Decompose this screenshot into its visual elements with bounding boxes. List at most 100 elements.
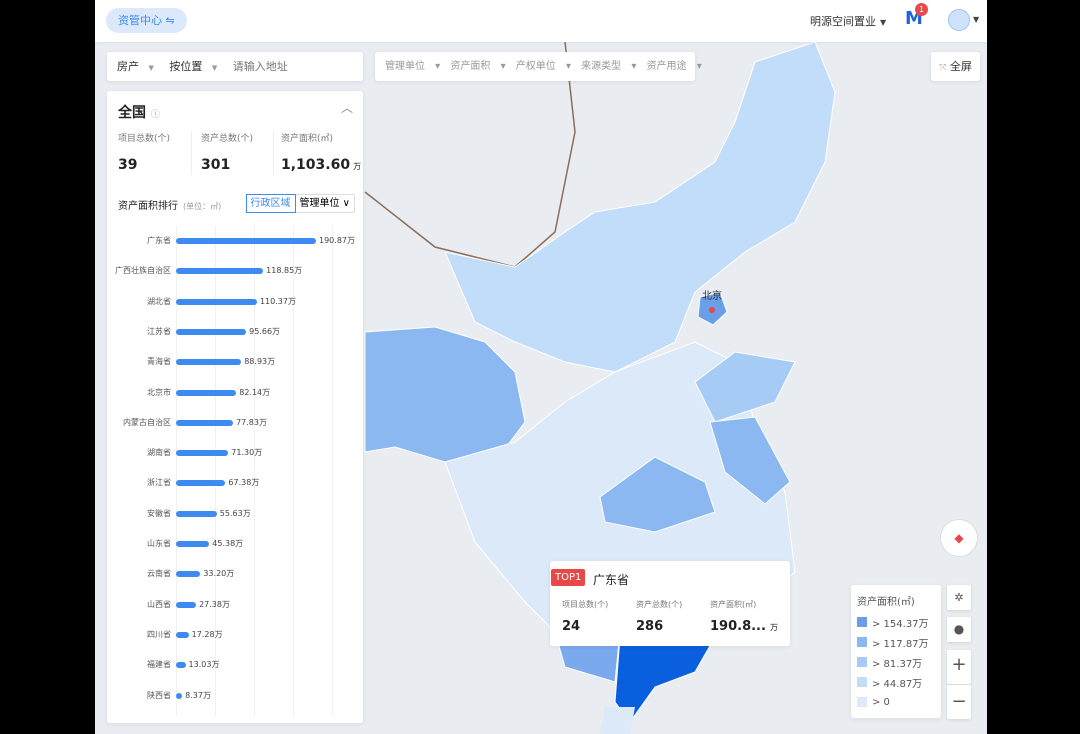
tab-admin-region[interactable]: 行政区域 (245, 194, 296, 213)
province-tooltip: TOP1 广东省 项目总数(个) 24 资产总数(个) 286 资产面积(㎡) 190… (550, 561, 790, 646)
ranking-bar (176, 541, 210, 547)
legend-swatch (857, 657, 867, 667)
ranking-title: 资产面积排行 (单位：㎡) (118, 201, 222, 212)
region-hubei[interactable] (599, 456, 716, 533)
ranking-bar (176, 389, 237, 396)
address-input[interactable] (232, 61, 333, 73)
panel-title: 全国 (118, 105, 146, 121)
locate-icon[interactable]: ● (947, 617, 971, 642)
ranking-label: 浙江省 (147, 478, 171, 488)
tab-management-unit[interactable]: 管理单位 ∨ (299, 198, 351, 209)
legend-item[interactable]: > 0 (857, 692, 935, 712)
filter-source-type[interactable]: 来源类型 ▾ (581, 61, 637, 72)
stat-area: 资产面积(㎡) 1,103.60 万 (281, 134, 362, 173)
ranking-label: 青海省 (147, 357, 171, 367)
ranking-bar (176, 662, 186, 669)
ranking-value: 33.20万 (203, 569, 235, 579)
summary-panel: 全国 ⓘ ︿ 项目总数(个) 39 资产总数(个) 301 资产面积(㎡) 1,103… (107, 91, 363, 723)
ranking-label: 广西壮族自治区 (115, 266, 171, 276)
ranking-value: 88.93万 (244, 357, 276, 367)
collapse-button[interactable]: ︿ (340, 101, 353, 115)
ranking-value: 71.30万 (231, 448, 263, 458)
ranking-label: 陕西省 (147, 690, 171, 700)
header: 资管中心 ⇋ 明源空间置业 ▼ M 1 ▼ (95, 0, 987, 42)
ranking-row[interactable]: 福建省 13.03万 (107, 658, 363, 672)
ranking-row[interactable]: 青海省 88.93万 (107, 355, 363, 369)
ranking-label: 内蒙古自治区 (123, 417, 171, 427)
filter-property-unit[interactable]: 产权单位 ▾ (515, 61, 571, 72)
ranking-row[interactable]: 江苏省 95.66万 (107, 325, 363, 339)
ranking-value: 67.38万 (228, 478, 260, 488)
region-russia-border (364, 42, 576, 268)
ranking-bar (176, 571, 201, 578)
avatar[interactable] (948, 9, 970, 31)
region-jiangsu-anhui[interactable] (709, 416, 791, 505)
ranking-row[interactable]: 四川省 17.28万 (107, 628, 363, 642)
app: 资管中心 ⇋ 明源空间置业▼ M 1 ▼ 北京 房产 ▼ 按位置 ▼ 管理单位 … (95, 0, 987, 734)
ranking-bar (176, 450, 229, 457)
capital-star-icon (709, 307, 715, 313)
ranking-row[interactable]: 广东省 190.87万 (107, 234, 363, 248)
filter-asset-area[interactable]: 资产面积 ▾ (450, 61, 506, 72)
legend-swatch (857, 697, 867, 707)
ranking-row[interactable]: 陕西省 8.37万 (107, 689, 363, 703)
region-hainan (600, 707, 635, 734)
org-selector[interactable]: 明源空间置业 ▼ (810, 15, 887, 28)
compass-icon[interactable]: ◆ (940, 519, 978, 557)
layer-toggle-icon[interactable]: ✲ (947, 585, 971, 610)
ranking-label: 湖北省 (147, 296, 171, 306)
stat-projects: 项目总数(个) 39 (118, 134, 171, 173)
zoom-in-button[interactable]: + (947, 650, 971, 684)
legend-item[interactable]: > 44.87万 (857, 672, 935, 692)
ranking-bar (176, 328, 247, 335)
ranking-row[interactable]: 山西省 27.38万 (107, 598, 363, 612)
ranking-row[interactable]: 湖南省 71.30万 (107, 446, 363, 460)
type-dropdown[interactable]: 房产 ▼ (117, 60, 154, 73)
map-legend: 资产面积(㎡) > 154.37万 > 117.87万 > 81.37万 > 44.8… (851, 585, 941, 718)
ranking-tabs: 行政区域 管理单位 ∨ (245, 194, 355, 213)
caret-down-icon[interactable]: ▼ (973, 15, 980, 24)
region-inner-mongolia[interactable] (444, 42, 836, 373)
filter-asset-use[interactable]: 资产用途 ▾ (646, 61, 702, 72)
ranking-value: 55.63万 (219, 508, 251, 518)
ranking-row[interactable]: 安徽省 55.63万 (107, 507, 363, 521)
expand-icon: ⤧ (939, 63, 947, 73)
ranking-value: 95.66万 (249, 326, 281, 336)
ranking-bar (176, 631, 189, 638)
ranking-bar (176, 238, 316, 244)
ranking-row[interactable]: 山东省 45.38万 (107, 537, 363, 551)
ranking-value: 8.37万 (185, 690, 211, 700)
mode-dropdown[interactable]: 按位置 ▼ (169, 60, 218, 73)
ranking-bar (176, 268, 264, 275)
legend-swatch (857, 677, 867, 687)
ranking-value: 82.14万 (239, 387, 271, 397)
zoom-out-button[interactable]: − (947, 685, 971, 719)
center-switch-button[interactable]: 资管中心 ⇋ (106, 8, 187, 33)
ranking-label: 四川省 (147, 629, 171, 639)
caret-down-icon: ▼ (880, 18, 887, 27)
ranking-value: 13.03万 (188, 660, 220, 670)
legend-item[interactable]: > 154.37万 (857, 612, 935, 632)
ranking-row[interactable]: 云南省 33.20万 (107, 567, 363, 581)
ranking-row[interactable]: 北京市 82.14万 (107, 386, 363, 400)
region-shandong[interactable] (694, 351, 796, 423)
ranking-bar (176, 480, 226, 487)
region-xinjiang-qinghai[interactable] (364, 326, 526, 463)
stat-assets: 资产总数(个) 301 (201, 134, 254, 173)
ranking-value: 27.38万 (199, 599, 230, 609)
ranking-row[interactable]: 浙江省 67.38万 (107, 476, 363, 490)
fullscreen-button[interactable]: ⤧ 全屏 (931, 52, 980, 81)
ranking-label: 广东省 (147, 236, 171, 245)
info-icon[interactable]: ⓘ (150, 110, 160, 120)
ranking-row[interactable]: 内蒙古自治区 77.83万 (107, 416, 363, 430)
legend-item[interactable]: > 117.87万 (857, 632, 935, 652)
search-bar: 房产 ▼ 按位置 ▼ (107, 52, 363, 81)
filter-management-unit[interactable]: 管理单位 ▾ (385, 61, 441, 72)
ranking-value: 45.38万 (212, 539, 244, 548)
legend-swatch (857, 637, 867, 647)
ranking-bar (176, 298, 257, 305)
ranking-row[interactable]: 广西壮族自治区 118.85万 (107, 264, 363, 278)
ranking-value: 77.83万 (236, 417, 267, 427)
legend-item[interactable]: > 81.37万 (857, 652, 935, 672)
ranking-row[interactable]: 湖北省 110.37万 (107, 295, 363, 309)
